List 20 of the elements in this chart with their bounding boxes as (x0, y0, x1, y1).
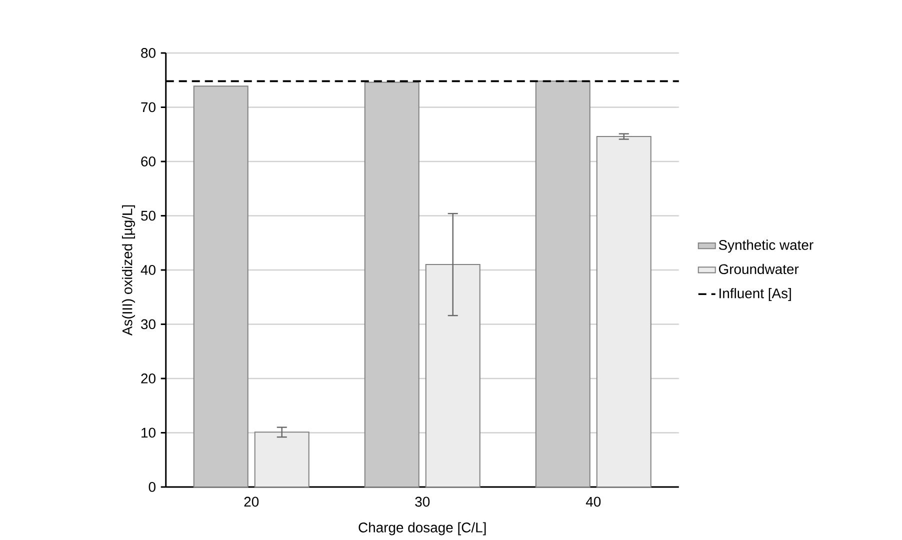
bar (596, 136, 652, 488)
y-tick-label: 40 (140, 265, 156, 275)
bar (254, 432, 310, 488)
x-tick-label: 40 (586, 496, 601, 507)
x-tick-label: 30 (415, 496, 430, 507)
y-axis-title: As(III) oxidized [µg/L] (122, 205, 136, 336)
legend-label: Influent [As] (720, 288, 791, 302)
y-tick-label: 30 (141, 319, 156, 330)
y-tick-label: 10 (142, 428, 156, 438)
y-tick-label: 60 (141, 156, 156, 166)
x-axis-title: Charge dosage [C/L] (358, 522, 486, 536)
legend-label: Groundwater (718, 264, 799, 274)
bar (425, 264, 480, 488)
y-tick-label: 70 (141, 102, 156, 112)
legend-label: Synthetic water (718, 240, 814, 253)
y-tick-label: 50 (141, 210, 156, 221)
y-tick-label: 20 (141, 374, 156, 384)
y-tick-label: 0 (148, 482, 156, 492)
y-tick-label: 80 (141, 48, 156, 58)
x-tick-label: 20 (244, 496, 259, 507)
